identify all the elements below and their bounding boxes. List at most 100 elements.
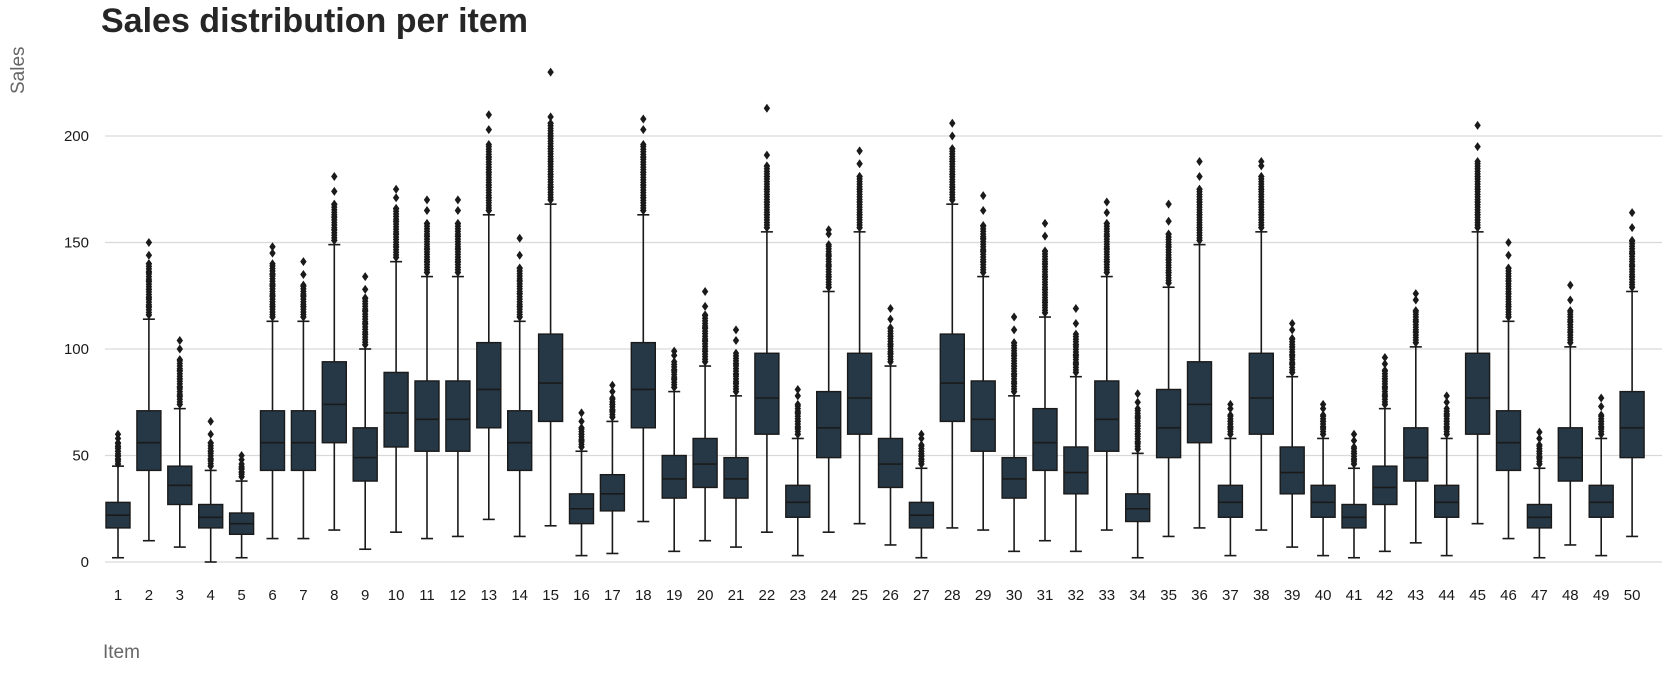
outlier-point [887, 331, 894, 341]
outlier-point [1350, 448, 1358, 458]
boxplot-item [1155, 199, 1182, 538]
outlier-point [1258, 223, 1265, 233]
outlier-point [949, 118, 956, 128]
outlier-point [362, 272, 369, 282]
x-tick-label: 50 [1624, 587, 1641, 604]
outlier-point [454, 244, 462, 254]
outlier-point [547, 112, 554, 122]
box [1495, 410, 1522, 472]
outlier-point [1010, 370, 1018, 380]
outlier-point [331, 199, 338, 209]
outlier-point [671, 365, 678, 375]
outlier-point [1258, 197, 1265, 207]
outlier-point [1072, 304, 1080, 314]
outlier-point [1505, 238, 1512, 247]
outlier-point [269, 248, 276, 258]
boxplot-item [1032, 218, 1058, 542]
boxplot-item [568, 408, 595, 557]
y-tick-label: 50 [72, 448, 89, 465]
outlier-point [300, 280, 307, 290]
outlier-point [1258, 171, 1265, 181]
outlier-point [1072, 350, 1080, 360]
outlier-point [423, 195, 431, 205]
box [692, 437, 718, 489]
outlier-point [578, 416, 585, 426]
outlier-point [1381, 391, 1389, 401]
box [321, 361, 347, 444]
outlier-point [1103, 244, 1110, 254]
x-tick-label: 11 [419, 587, 435, 604]
outlier-point [1196, 223, 1203, 233]
outlier-point [145, 259, 153, 269]
outlier-point [1165, 199, 1172, 209]
outlier-point [1289, 333, 1296, 343]
outlier-point [1628, 235, 1636, 245]
x-tick-label: 27 [913, 587, 930, 604]
x-tick-label: 38 [1253, 587, 1270, 604]
outlier-point [1412, 306, 1419, 316]
outlier-point [1319, 423, 1327, 433]
x-tick-label: 3 [176, 587, 184, 604]
outlier-point [1072, 318, 1080, 328]
outlier-point [423, 231, 431, 241]
outlier-point [1443, 429, 1450, 439]
x-tick-label: 34 [1129, 587, 1146, 604]
outlier-point [331, 186, 338, 196]
outlier-point [1598, 429, 1605, 439]
outlier-point [1165, 229, 1172, 239]
outlier-point [763, 197, 771, 207]
outlier-point [485, 193, 492, 203]
outlier-point [794, 429, 801, 439]
box [1341, 503, 1367, 529]
boxplot-item [723, 325, 749, 548]
outlier-point [145, 250, 153, 260]
outlier-point [1412, 338, 1419, 348]
boxplot-item [1094, 197, 1120, 531]
boxplot-item [228, 451, 255, 559]
outlier-point [1319, 416, 1327, 426]
x-tick-label: 23 [789, 587, 806, 604]
outlier-point [578, 436, 585, 446]
outlier-point [1474, 120, 1481, 130]
outlier-point [1412, 327, 1419, 337]
outlier-point [1319, 429, 1327, 439]
x-tick-label: 13 [480, 587, 497, 604]
outlier-point [1258, 210, 1265, 220]
boxplot-item [259, 242, 286, 540]
outlier-point [701, 301, 709, 311]
outlier-point [1041, 259, 1049, 269]
x-tick-label: 49 [1593, 587, 1610, 604]
outlier-point [1165, 267, 1172, 277]
outlier-point [1041, 297, 1049, 307]
outlier-point [732, 387, 740, 397]
box [1032, 407, 1058, 472]
boxplot-item [1433, 391, 1460, 557]
outlier-point [856, 159, 863, 169]
x-tick-label: 39 [1284, 587, 1301, 604]
outlier-point [1567, 316, 1574, 326]
x-tick-label: 21 [728, 587, 745, 604]
box [1464, 352, 1491, 435]
outlier-point [392, 242, 400, 252]
outlier-point [1041, 231, 1049, 241]
boxplot-item [507, 233, 533, 538]
outlier-point [423, 244, 431, 254]
outlier-point [1381, 399, 1389, 409]
outlier-point [269, 312, 276, 322]
outlier-point [547, 182, 554, 192]
outlier-point [856, 171, 863, 181]
outlier-point [1350, 442, 1358, 452]
outlier-point [1289, 325, 1296, 335]
x-tick-label: 6 [268, 587, 276, 604]
box [290, 410, 317, 472]
outlier-point [1474, 197, 1481, 207]
outlier-point [1567, 280, 1574, 290]
outlier-point [1103, 231, 1110, 241]
boxplot-item [290, 257, 317, 540]
outlier-point [1289, 342, 1296, 352]
grid-lines [105, 135, 1662, 563]
outlier-point [701, 286, 709, 296]
outlier-point [1443, 410, 1450, 420]
outlier-point [176, 382, 183, 392]
boxplot-item [1279, 318, 1305, 548]
